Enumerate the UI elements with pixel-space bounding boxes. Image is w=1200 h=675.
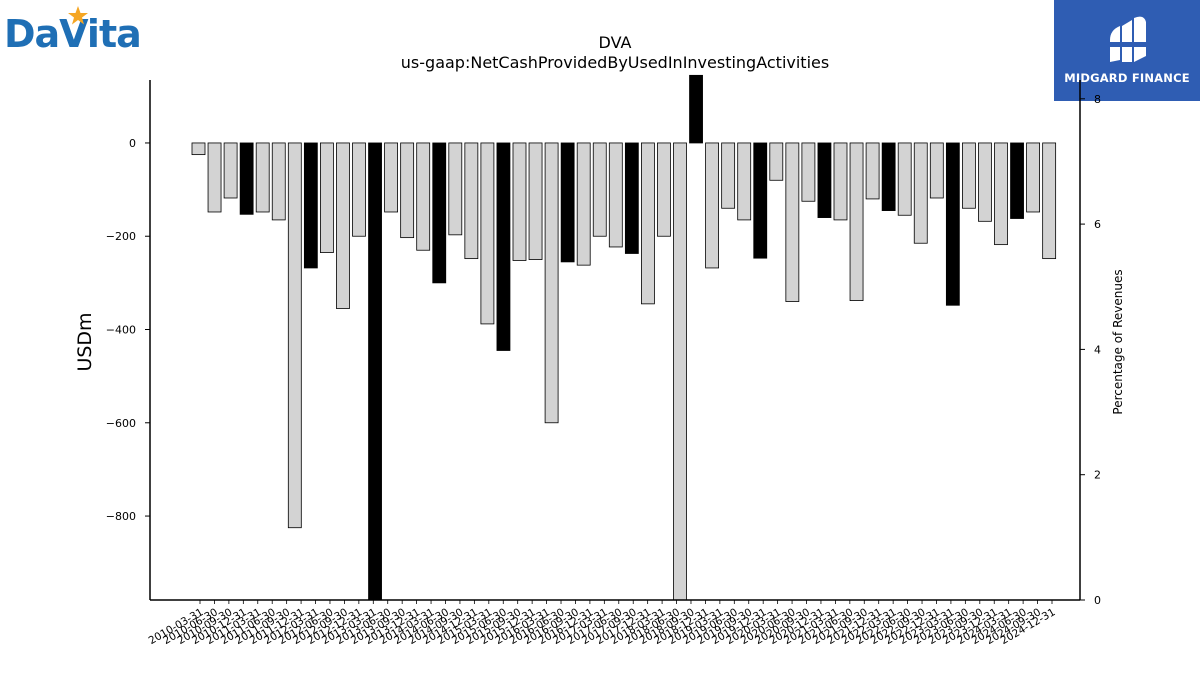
bar xyxy=(368,142,382,601)
y-right-tick-label: 2 xyxy=(1094,469,1101,482)
chart-title: DVA xyxy=(599,33,632,52)
bar xyxy=(255,142,270,213)
bar xyxy=(608,142,623,248)
bar xyxy=(785,142,800,302)
bar xyxy=(737,142,752,221)
bar xyxy=(271,142,286,221)
bar xyxy=(400,142,415,239)
bar xyxy=(448,142,463,236)
midgard-mark-icon xyxy=(1110,16,1146,63)
bar xyxy=(464,142,479,260)
bar xyxy=(239,142,254,215)
bar xyxy=(480,142,495,325)
bar xyxy=(673,142,687,601)
bar xyxy=(817,142,832,218)
bar xyxy=(769,142,784,181)
y-right-tick-label: 6 xyxy=(1094,218,1101,231)
bar xyxy=(881,142,896,211)
davita-logo-text: DaVita xyxy=(4,12,142,56)
bars-group xyxy=(191,74,1057,601)
bar xyxy=(1026,142,1040,213)
bar xyxy=(865,142,880,200)
bar xyxy=(287,142,302,529)
y-tick-label: −600 xyxy=(106,417,136,430)
bar xyxy=(576,142,591,266)
bar xyxy=(303,142,318,269)
bar xyxy=(336,142,350,309)
axes-group: 0 −200 −400 −600 −800 0 2 4 6 8 xyxy=(106,80,1101,607)
bar xyxy=(319,142,334,253)
bar xyxy=(592,142,607,237)
y-axis-right-label: Percentage of Revenues xyxy=(1111,269,1125,414)
bar xyxy=(929,142,944,199)
bar xyxy=(897,142,912,216)
y-tick-label: −200 xyxy=(106,230,136,243)
bar xyxy=(512,142,527,261)
bar xyxy=(1010,142,1024,219)
bar xyxy=(913,142,928,244)
chart-subtitle: us-gaap:NetCashProvidedByUsedInInvesting… xyxy=(401,53,829,72)
y-right-tick-label: 0 xyxy=(1094,594,1101,607)
bar xyxy=(801,142,816,202)
bar xyxy=(962,142,976,209)
bar xyxy=(994,142,1008,246)
bar xyxy=(689,74,703,144)
y-tick-label: −400 xyxy=(106,324,136,337)
y-tick-label: −800 xyxy=(106,510,136,523)
bar xyxy=(207,142,222,213)
bar xyxy=(753,142,768,259)
bar xyxy=(721,142,736,209)
bar xyxy=(416,142,431,251)
bar xyxy=(432,142,447,284)
davita-star-icon xyxy=(68,6,88,25)
bar xyxy=(657,142,671,237)
bar xyxy=(705,142,719,269)
bar xyxy=(833,142,848,221)
bar xyxy=(544,142,559,424)
midgard-logo-text: MIDGARD FINANCE xyxy=(1064,71,1190,85)
x-tick-labels: 2010-03-312010-06-302010-09-302010-12-31… xyxy=(147,600,1058,647)
bar xyxy=(496,142,511,351)
bar xyxy=(528,142,543,260)
midgard-finance-logo: MIDGARD FINANCE xyxy=(1054,0,1200,101)
bar xyxy=(978,142,992,222)
y-tick-label: 0 xyxy=(129,137,136,150)
bar xyxy=(560,142,575,263)
y-axis-label: USDm xyxy=(74,312,96,371)
bar xyxy=(384,142,399,213)
bar xyxy=(223,142,238,199)
davita-logo: DaVita xyxy=(4,6,142,58)
bar xyxy=(624,142,639,254)
bar xyxy=(641,142,655,305)
bar xyxy=(849,142,864,301)
bar xyxy=(352,142,366,237)
y-right-tick-label: 4 xyxy=(1094,343,1101,356)
bar xyxy=(1042,142,1057,260)
bar xyxy=(191,142,206,156)
y-right-tick-label: 8 xyxy=(1094,93,1101,106)
bar xyxy=(945,142,960,306)
